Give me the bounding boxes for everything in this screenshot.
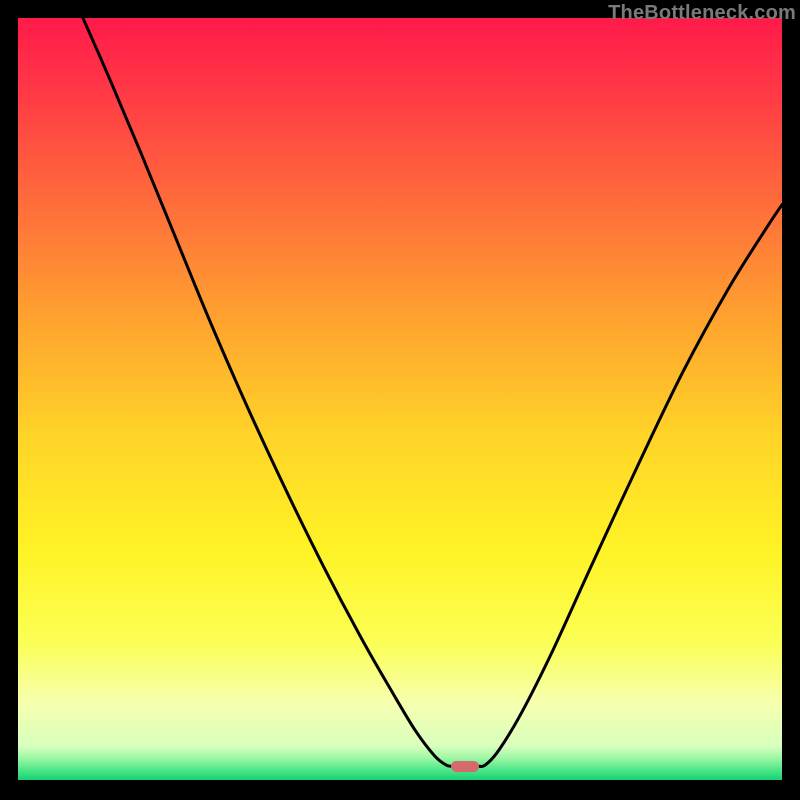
bottleneck-chart: TheBottleneck.com — [0, 0, 800, 800]
watermark-text: TheBottleneck.com — [608, 2, 796, 25]
plot-area — [18, 18, 782, 780]
bottleneck-curve — [18, 18, 782, 780]
minimum-marker — [451, 761, 479, 772]
